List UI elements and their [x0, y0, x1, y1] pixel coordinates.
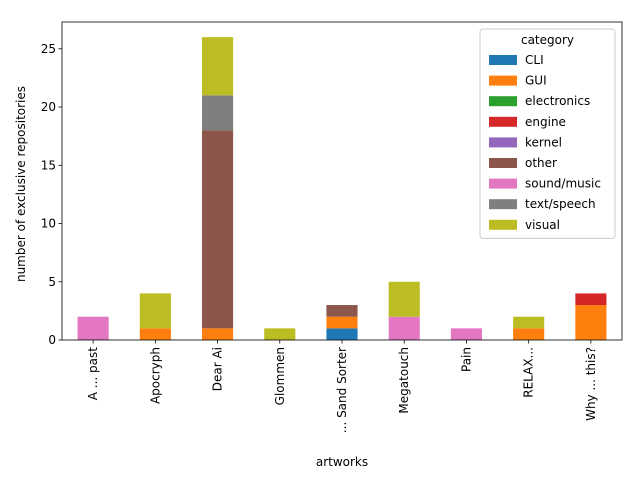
x-tick-label: ... Sand Sorter — [335, 347, 349, 433]
bar-segment — [388, 316, 420, 340]
x-axis-label: artworks — [316, 455, 368, 469]
y-tick-label: 20 — [41, 100, 56, 114]
legend-swatch — [489, 199, 517, 210]
bar-segment — [450, 328, 482, 340]
legend-entry-label: GUI — [525, 74, 547, 88]
x-tick-label: Glommen — [273, 347, 287, 405]
legend-entry-label: other — [525, 156, 557, 170]
bar-segment — [326, 328, 358, 340]
bar-segment — [513, 316, 545, 329]
y-tick-label: 15 — [41, 158, 56, 172]
bar-segment — [202, 95, 234, 131]
axes-layer: 0 5 10 15 20 25 A ... past Apocryph Dear Ai Glomm… — [41, 21, 623, 433]
legend-entry-label: CLI — [525, 53, 544, 67]
x-tick-label: A ... past — [86, 347, 100, 401]
legend-swatch — [489, 219, 517, 230]
bar-segment — [575, 293, 607, 306]
x-tick-label: Pain — [459, 347, 473, 372]
legend-entry-label: electronics — [525, 94, 590, 108]
x-tick-label: Apocryph — [148, 347, 162, 404]
legend-swatch — [489, 158, 517, 168]
bars-layer — [77, 37, 607, 340]
x-tick-label: RELAX... — [522, 347, 536, 398]
bar-segment — [139, 293, 171, 329]
bar-segment — [388, 281, 420, 317]
bar-segment — [264, 328, 296, 340]
y-tick-label: 10 — [41, 217, 56, 231]
x-tick-label: Megatouch — [397, 347, 411, 414]
legend-entry-label: engine — [525, 115, 566, 129]
legend-title: category — [521, 33, 574, 47]
legend-swatch — [489, 116, 517, 127]
legend-entry-label: visual — [525, 218, 560, 232]
legend-swatch — [489, 178, 517, 189]
legend-entry-label: text/speech — [525, 197, 596, 211]
legend-swatch — [489, 137, 517, 148]
y-tick-label: 0 — [48, 333, 56, 347]
y-axis-label: number of exclusive repositories — [14, 86, 28, 282]
bar-segment — [202, 37, 234, 96]
legend-swatch — [489, 96, 517, 107]
y-tick-label: 5 — [48, 275, 56, 289]
y-tick-label: 25 — [41, 42, 56, 56]
bar-segment — [77, 316, 109, 340]
bar-segment — [575, 305, 607, 340]
legend-entry-label: sound/music — [525, 177, 601, 191]
bar-segment — [326, 316, 358, 329]
bar-segment — [139, 328, 171, 340]
bar-segment — [202, 130, 234, 329]
legend-swatch — [489, 75, 517, 86]
legend: category CLI GUI electronics engine kernel oth… — [479, 28, 616, 239]
bar-segment — [202, 328, 234, 340]
x-tick-label: Dear Ai — [211, 347, 225, 391]
bar-segment — [326, 305, 358, 317]
legend-swatch — [489, 55, 517, 65]
x-tick-label: Why ... this? — [584, 347, 598, 421]
bar-segment — [513, 328, 545, 340]
legend-entry-label: kernel — [525, 135, 562, 149]
